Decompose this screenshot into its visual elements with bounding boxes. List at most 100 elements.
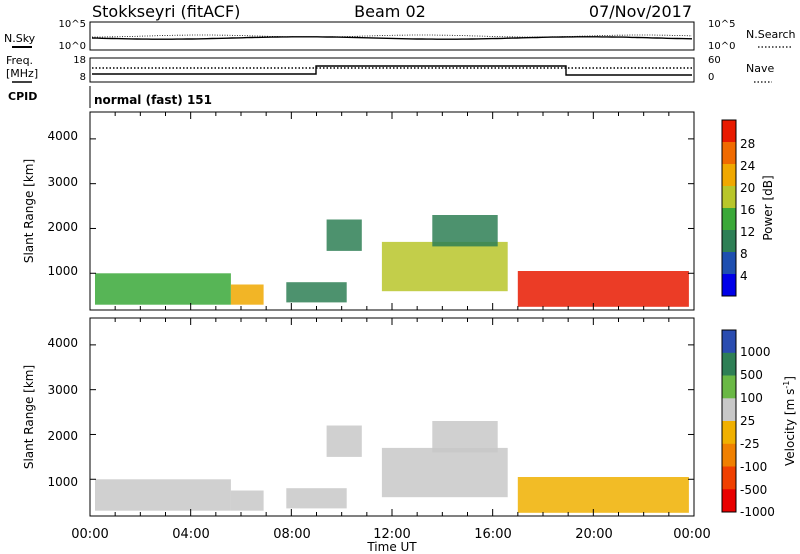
velocity-colorbar-segment bbox=[722, 352, 736, 376]
velocity-echo-patch bbox=[230, 490, 264, 511]
nave-label: Nave bbox=[746, 62, 774, 75]
velocity-y-tick-label: 1000 bbox=[47, 475, 78, 489]
power-colorbar-tick: 28 bbox=[740, 137, 755, 151]
velocity-y-tick-label: 2000 bbox=[47, 429, 78, 443]
noise-sky-trace bbox=[91, 36, 693, 40]
power-y-axis-label: Slant Range [km] bbox=[22, 159, 36, 263]
station-title: Stokkseyri (fitACF) bbox=[92, 2, 240, 21]
power-patches bbox=[95, 215, 689, 307]
freq-label-line2: [MHz] bbox=[6, 67, 38, 80]
power-colorbar bbox=[722, 120, 736, 297]
power-colorbar-tick: 20 bbox=[740, 181, 755, 195]
power-colorbar-segment bbox=[722, 164, 736, 187]
power-y-tick-label: 2000 bbox=[47, 220, 78, 234]
power-colorbar-segment bbox=[722, 142, 736, 165]
velocity-echo-patch bbox=[326, 425, 362, 457]
velocity-colorbar-tick: 25 bbox=[740, 414, 755, 428]
velocity-panel: 1000 2000 3000 4000 Slant Range [km] 100… bbox=[22, 317, 797, 519]
power-y-ticks bbox=[90, 138, 694, 274]
velocity-colorbar-label-end: ] bbox=[783, 376, 797, 381]
noise-right-tick-top: 10^5 bbox=[708, 19, 735, 30]
time-tick-label: 00:00 bbox=[71, 527, 108, 542]
power-colorbar-tick: 4 bbox=[740, 269, 748, 283]
power-colorbar-segment bbox=[722, 230, 736, 253]
velocity-colorbar-tick: 1000 bbox=[740, 345, 771, 359]
nave-tick-bottom: 0 bbox=[708, 72, 714, 83]
velocity-colorbar-segment bbox=[722, 375, 736, 399]
velocity-echo-patch bbox=[95, 479, 231, 511]
power-colorbar-segment bbox=[722, 252, 736, 275]
velocity-y-ticks bbox=[90, 344, 694, 480]
power-colorbar-tick: 16 bbox=[740, 203, 755, 217]
freq-tick-bottom: 8 bbox=[80, 72, 86, 83]
velocity-colorbar-tick: -25 bbox=[740, 437, 760, 451]
time-tick-label: 20:00 bbox=[575, 527, 612, 542]
velocity-colorbar bbox=[722, 330, 736, 513]
time-tick-label: 00:00 bbox=[673, 527, 710, 542]
power-colorbar-tick: 8 bbox=[740, 247, 748, 261]
freq-label-line1: Freq. bbox=[6, 54, 33, 67]
time-tick-label: 12:00 bbox=[373, 527, 410, 542]
power-y-tick-label: 4000 bbox=[47, 129, 78, 143]
noise-search-trace bbox=[92, 34, 693, 38]
power-colorbar-segment bbox=[722, 186, 736, 209]
velocity-colorbar-frame bbox=[721, 329, 737, 513]
velocity-echo-patch bbox=[517, 477, 689, 513]
freq-tick-top: 18 bbox=[73, 55, 86, 66]
velocity-colorbar-tick: 100 bbox=[740, 391, 763, 405]
power-echo-patch bbox=[95, 273, 231, 305]
power-y-tick-label: 3000 bbox=[47, 175, 78, 189]
power-colorbar-segment bbox=[722, 120, 736, 143]
beam-title: Beam 02 bbox=[354, 2, 426, 21]
velocity-y-tick-label: 4000 bbox=[47, 336, 78, 350]
velocity-colorbar-segment bbox=[722, 466, 736, 490]
noise-panel-frame bbox=[89, 21, 695, 51]
cpid-value: normal (fast) 151 bbox=[94, 93, 212, 107]
power-colorbar-tick: 12 bbox=[740, 225, 755, 239]
noise-left-label: N.Sky bbox=[4, 32, 36, 45]
velocity-colorbar-tick: 500 bbox=[740, 368, 763, 382]
noise-right-tick-bottom: 10^0 bbox=[708, 41, 735, 52]
time-tick-label: 16:00 bbox=[474, 527, 511, 542]
power-colorbar-segment bbox=[722, 208, 736, 231]
velocity-echo-patch bbox=[381, 447, 508, 498]
time-axis-label: Time UT bbox=[366, 540, 417, 554]
power-panel: 1000 2000 3000 4000 Slant Range [km] 4 8… bbox=[22, 111, 775, 311]
power-y-tick-label: 1000 bbox=[47, 264, 78, 278]
power-colorbar-segment bbox=[722, 274, 736, 297]
cpid-label: CPID bbox=[8, 90, 37, 103]
power-echo-patch bbox=[326, 219, 362, 251]
velocity-colorbar-segment bbox=[722, 421, 736, 445]
velocity-colorbar-label: Velocity [m s-1] bbox=[782, 376, 797, 466]
time-axis-ticks bbox=[89, 112, 695, 516]
velocity-patches bbox=[95, 421, 689, 513]
power-colorbar-frame bbox=[721, 119, 737, 297]
velocity-echo-patch bbox=[286, 488, 347, 509]
freq-trace bbox=[92, 65, 692, 76]
velocity-colorbar-tick: -100 bbox=[740, 460, 767, 474]
power-colorbar-label: Power [dB] bbox=[761, 175, 775, 240]
time-tick-label: 04:00 bbox=[172, 527, 209, 542]
time-tick-label: 08:00 bbox=[273, 527, 310, 542]
power-colorbar-tick: 24 bbox=[740, 159, 755, 173]
velocity-colorbar-segment bbox=[722, 489, 736, 513]
velocity-colorbar-segment bbox=[722, 443, 736, 467]
noise-left-tick-top: 10^5 bbox=[59, 19, 86, 30]
power-echo-patch bbox=[230, 284, 264, 305]
velocity-colorbar-segment bbox=[722, 398, 736, 422]
velocity-colorbar-label-sup: -1 bbox=[782, 381, 791, 389]
freq-panel-frame bbox=[89, 57, 695, 83]
power-echo-patch bbox=[517, 271, 689, 307]
velocity-colorbar-tick: -1000 bbox=[740, 505, 775, 519]
velocity-y-axis-label: Slant Range [km] bbox=[22, 365, 36, 469]
power-echo-patch bbox=[432, 215, 498, 247]
velocity-colorbar-segment bbox=[722, 330, 736, 354]
velocity-colorbar-label-main: Velocity [m s bbox=[783, 389, 797, 466]
nave-tick-top: 60 bbox=[708, 55, 721, 66]
noise-left-tick-bottom: 10^0 bbox=[59, 41, 86, 52]
power-echo-patch bbox=[286, 282, 347, 303]
velocity-colorbar-tick: -500 bbox=[740, 483, 767, 497]
velocity-echo-patch bbox=[432, 421, 498, 453]
date-title: 07/Nov/2017 bbox=[589, 2, 692, 21]
